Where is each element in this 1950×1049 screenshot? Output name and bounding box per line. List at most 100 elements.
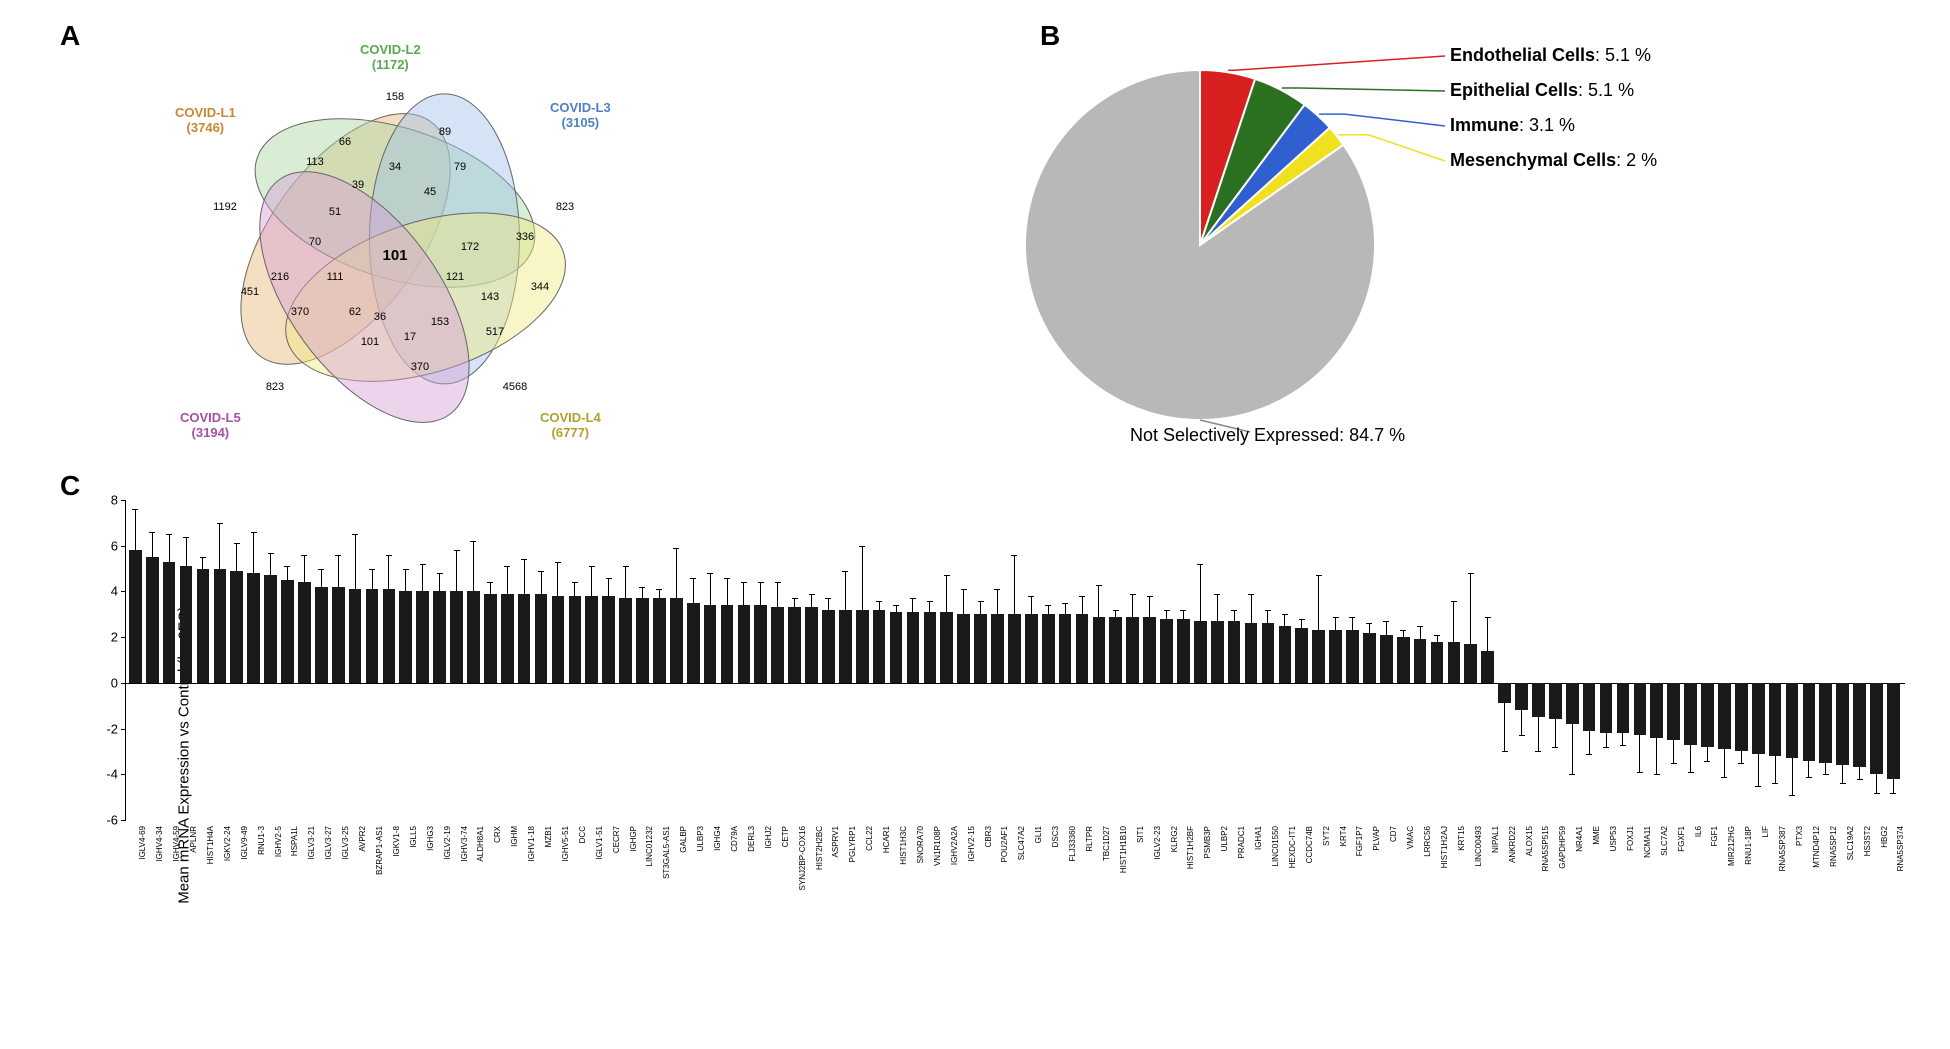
bar-gene-label: VMAC [1406,826,1415,849]
bar-KRT15 [1448,642,1461,683]
bar-errorbar-cap [1147,596,1153,597]
bar-gene-label: CCL22 [865,826,874,851]
bar-errorbar [321,569,322,587]
bar-ytick-mark [121,637,126,638]
bar-errorbar [1386,621,1387,635]
bar-errorbar [152,532,153,557]
bar-gene-label: DSC3 [1051,826,1060,847]
bar-gene-label: SYT2 [1322,826,1331,846]
bar-errorbar [557,562,558,596]
bar-errorbar [1217,594,1218,621]
venn-set-label-COVID-L2: COVID-L2(1172) [360,42,421,72]
bar-errorbar-cap [420,564,426,565]
bar-errorbar-cap [1755,786,1761,787]
bar-errorbar [456,550,457,591]
bar-errorbar-cap [656,589,662,590]
bar-ytick-mark [121,546,126,547]
bar-MZB1 [535,594,548,683]
bar-errorbar [963,589,964,614]
bar-gene-label: IGHG4 [713,826,722,851]
bar-ULBP2 [1211,621,1224,683]
venn-region-number: 823 [266,381,284,393]
bar-ALDH8A1 [467,591,480,682]
bar-gene-label: RLTPR [1085,826,1094,852]
bar-CD7 [1380,635,1393,683]
bar-errorbar-cap [1823,774,1829,775]
bar-KRT4 [1329,630,1342,683]
bar-errorbar-cap [1400,630,1406,631]
bar-errorbar-cap [132,509,138,510]
bar-gene-label: IGLV3-25 [341,826,350,860]
bar-errorbar [1335,617,1336,631]
venn-center-number: 101 [382,247,407,264]
bar-IGLV3-25 [332,587,345,683]
bar-errorbar-cap [775,582,781,583]
bar-errorbar-cap [1248,594,1254,595]
bar-gene-label: CD7 [1389,826,1398,842]
bar-errorbar [1724,749,1725,776]
bar-GALBP [670,598,683,683]
bar-NR4A1 [1566,683,1579,724]
bar-RNU1-18P [1735,683,1748,752]
pie-leader-line [1319,114,1445,126]
bar-gene-label: IGLV2-23 [1153,826,1162,860]
bar-errorbar-cap [1316,575,1322,576]
bar-errorbar-cap [217,523,223,524]
bar-IL6 [1684,683,1697,745]
bar-errorbar [169,534,170,561]
bar-errorbar [743,582,744,605]
bar-gene-label: CBR3 [984,826,993,847]
bar-errorbar [1825,763,1826,774]
venn-region-number: 517 [486,326,504,338]
bar-errorbar [828,598,829,609]
bar-VMAC [1397,637,1410,683]
bar-ULBP3 [687,603,700,683]
bar-errorbar [1741,751,1742,762]
bar-gene-label: RNA5SP374 [1896,826,1905,871]
bar-gene-label: LIF [1761,826,1770,838]
bar-errorbar [1352,617,1353,631]
bar-PLVAP [1363,633,1376,683]
bar-gene-label: SIT1 [1136,826,1145,843]
bar-LINC01232 [636,598,649,683]
bar-errorbar [1318,575,1319,630]
venn-region-number: 451 [241,286,259,298]
venn-set-label-COVID-L4: COVID-L4(6777) [540,410,601,440]
panel-a-venn: 1011192158823456882311366897934433637045… [120,40,670,460]
bar-errorbar [997,589,998,614]
bar-errorbar [1284,614,1285,625]
bar-ytick-label: -2 [106,721,118,736]
bar-gene-label: IGHG3 [426,826,435,851]
bar-SIT1 [1126,617,1139,683]
bar-ytick-mark [121,729,126,730]
bar-plot-area: IGLV4-69IGHV4-34IGHV4-59APLNRHIST1H4AIGK… [125,500,1905,820]
bar-SYT2 [1312,630,1325,683]
bar-DCC [569,596,582,683]
bar-CETP [771,607,784,682]
bar-PRADC1 [1228,621,1241,683]
bar-IGHV3-74 [450,591,463,682]
bar-errorbar [1859,767,1860,778]
bar-IGLV4-69 [129,550,142,683]
bar-errorbar-cap [1874,793,1880,794]
bar-errorbar [1842,765,1843,783]
bar-gene-label: PSMB3P [1203,826,1212,858]
bar-gene-label: CRX [493,826,502,843]
bar-IGLV3-21 [298,582,311,683]
bar-HIST1H4A [197,569,210,683]
bar-RNA5SP387 [1769,683,1782,756]
bar-errorbar [1572,724,1573,774]
bar-errorbar-cap [741,582,747,583]
bar-FGF1 [1701,683,1714,747]
bar-MTND4P12 [1803,683,1816,761]
bar-errorbar-cap [1789,795,1795,796]
bar-gene-label: IGLV3-21 [307,826,316,860]
bar-gene-label: IGHJ2 [764,826,773,849]
bar-errorbar [642,587,643,598]
bar-errorbar-cap [1299,619,1305,620]
bar-gene-label: BZRAP1-AS1 [375,826,384,875]
bar-gene-label: FLJ33360 [1068,826,1077,862]
bar-ytick-label: -4 [106,767,118,782]
bar-gene-label: DCC [578,826,587,843]
bar-errorbar [1183,610,1184,619]
